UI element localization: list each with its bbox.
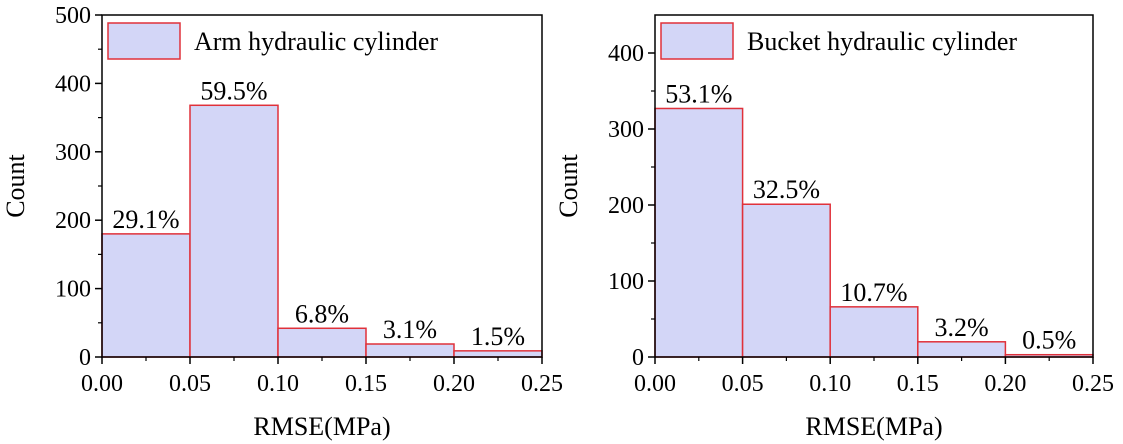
histogram-bar (453, 350, 543, 358)
x-tick-label: 0.10 (257, 371, 299, 397)
y-tick-label: 300 (608, 117, 644, 143)
histogram-bar (741, 203, 831, 358)
x-tick-label: 0.00 (634, 371, 676, 397)
y-axis-label: Count (1, 153, 30, 217)
x-tick-label: 0.00 (81, 371, 123, 397)
histogram-bar (189, 104, 279, 358)
bar-percent-label: 32.5% (753, 175, 820, 204)
x-tick-label: 0.20 (433, 371, 475, 397)
histogram-bar (277, 327, 367, 358)
x-tick-label: 0.20 (984, 371, 1026, 397)
bar-percent-label: 6.8% (295, 299, 349, 328)
histogram-bar (829, 306, 919, 358)
x-tick-label: 0.25 (1072, 371, 1114, 397)
y-tick-label: 0 (79, 345, 91, 371)
y-tick-label: 500 (55, 3, 91, 29)
x-tick-label: 0.05 (169, 371, 211, 397)
y-axis-label: Count (554, 153, 583, 217)
x-tick-label: 0.05 (722, 371, 764, 397)
chart-panel-1: 29.1% 59.5% 6.8% 3.1% 1.5% 0.00 0.05 0.10 0.15 0.… (1, 3, 563, 441)
y-tick-label: 200 (55, 208, 91, 234)
x-axis-label: RMSE(MPa) (253, 412, 390, 441)
legend-label: Bucket hydraulic cylinder (747, 27, 1017, 56)
x-tick-label: 0.25 (521, 371, 563, 397)
y-tick-label: 100 (608, 269, 644, 295)
bar-percent-label: 53.1% (665, 79, 732, 108)
histogram-bar (654, 107, 744, 358)
chart-panel-2: 53.1% 32.5% 10.7% 3.2% 0.5% 0.00 0.05 0.10 0.15 0… (554, 14, 1114, 441)
y-tick-label: 400 (608, 41, 644, 67)
legend-swatch (660, 22, 734, 60)
x-axis-label: RMSE(MPa) (805, 412, 942, 441)
bar-percent-label: 3.1% (383, 315, 437, 344)
x-tick-label: 0.15 (345, 371, 387, 397)
x-tick-label: 0.10 (809, 371, 851, 397)
bar-percent-label: 3.2% (935, 313, 989, 342)
histogram-bar (365, 343, 455, 358)
bar-percent-label: 0.5% (1022, 326, 1076, 355)
histogram-bar (917, 341, 1007, 358)
y-tick-label: 300 (55, 140, 91, 166)
y-tick-label: 400 (55, 71, 91, 97)
histogram-bar (101, 233, 191, 358)
bar-percent-label: 1.5% (471, 322, 525, 351)
bar-percent-label: 29.1% (112, 205, 179, 234)
y-tick-label: 200 (608, 193, 644, 219)
bar-percent-label: 10.7% (840, 278, 907, 307)
legend-swatch (107, 22, 181, 60)
y-tick-label: 0 (632, 345, 644, 371)
x-tick-label: 0.15 (897, 371, 939, 397)
legend-label: Arm hydraulic cylinder (194, 27, 438, 56)
y-tick-label: 100 (55, 277, 91, 303)
bar-percent-label: 59.5% (200, 76, 267, 105)
